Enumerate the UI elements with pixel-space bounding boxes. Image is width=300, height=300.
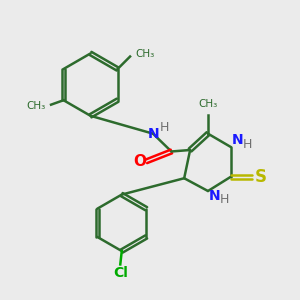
Text: CH₃: CH₃	[26, 101, 46, 111]
Text: H: H	[160, 121, 169, 134]
Text: CH₃: CH₃	[198, 99, 218, 109]
Text: Cl: Cl	[113, 266, 128, 280]
Text: O: O	[134, 154, 146, 169]
Text: N: N	[148, 127, 159, 141]
Text: H: H	[242, 138, 252, 151]
Text: N: N	[232, 134, 243, 148]
Text: S: S	[255, 168, 267, 186]
Text: H: H	[220, 194, 229, 206]
Text: N: N	[209, 189, 220, 203]
Text: CH₃: CH₃	[135, 49, 154, 58]
